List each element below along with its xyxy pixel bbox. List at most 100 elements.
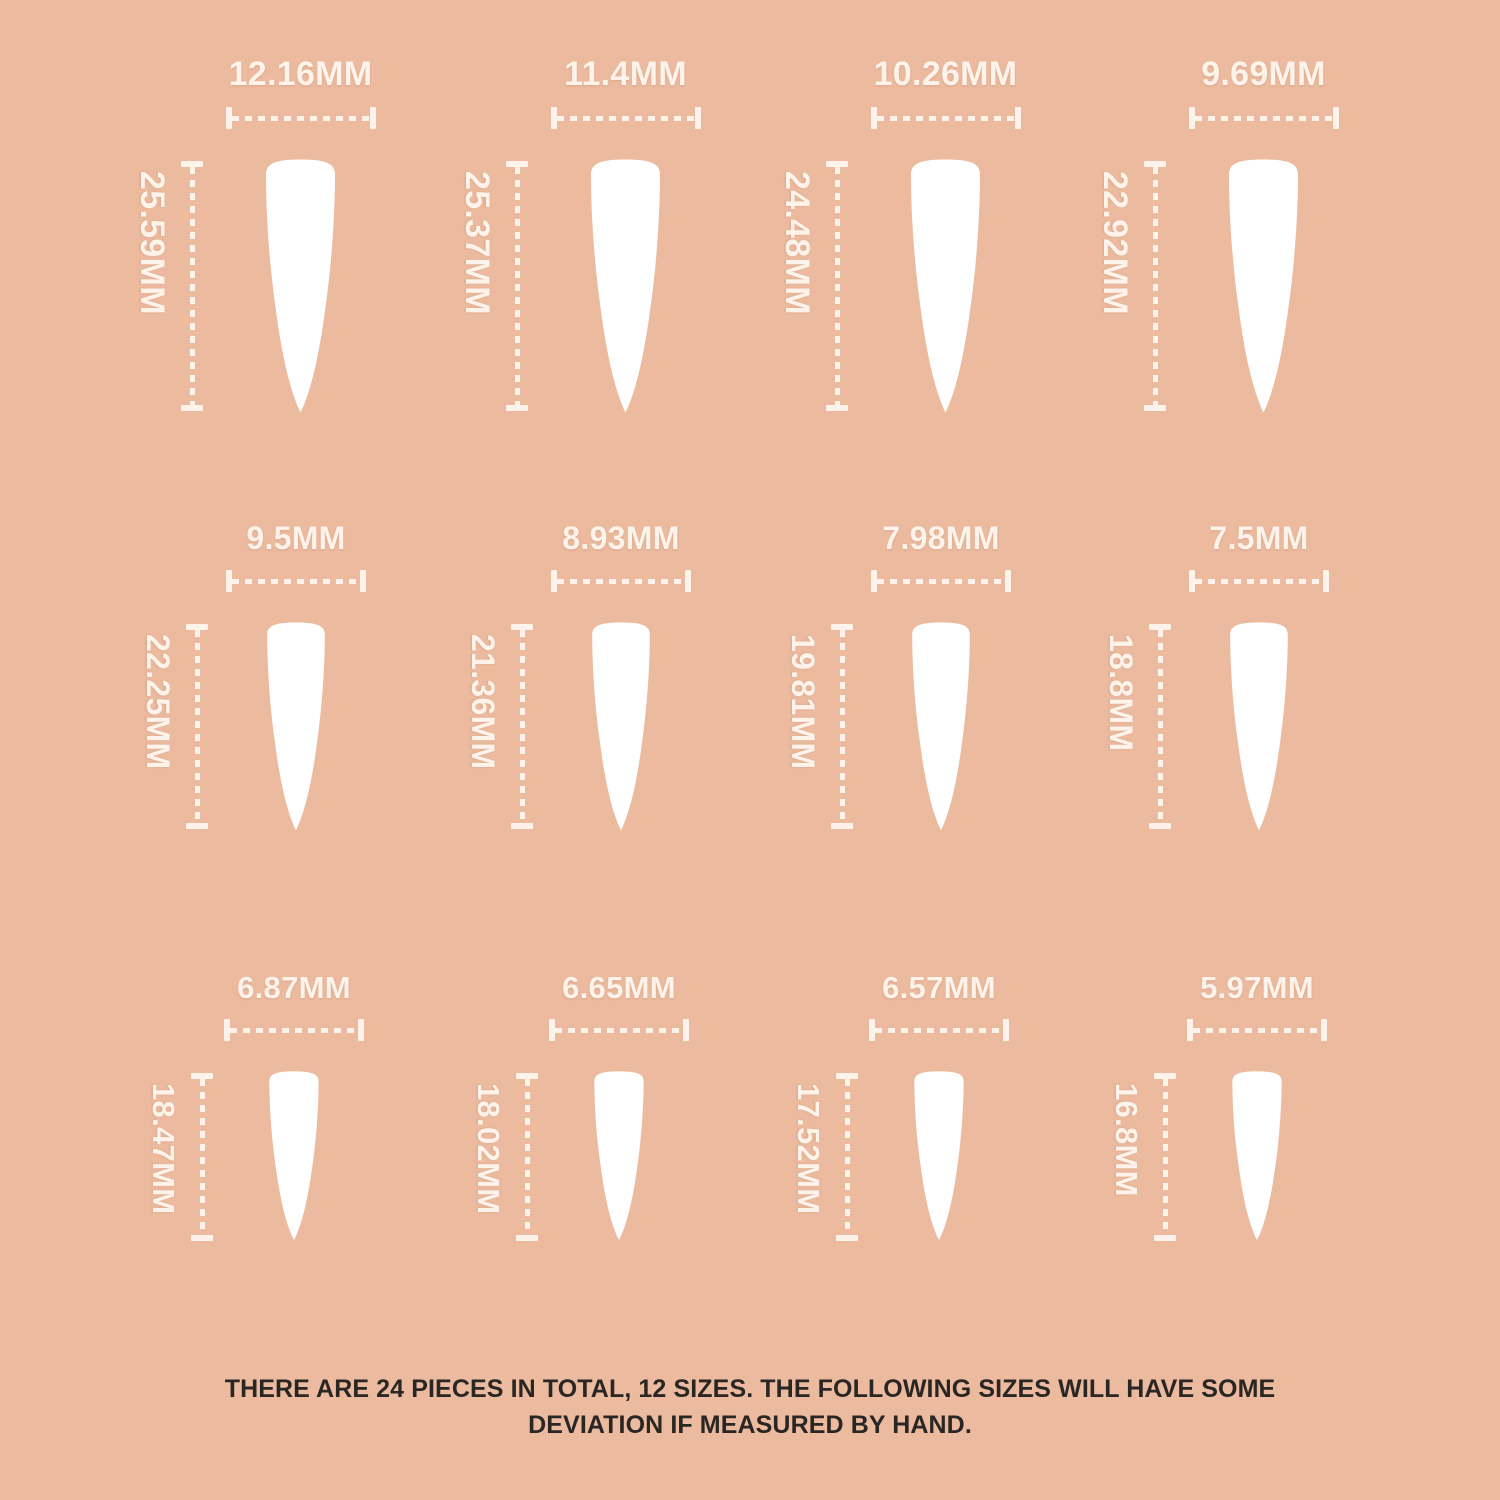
width-dim-cap-right — [694, 107, 701, 129]
nail-size-cell: 7.5MM 18.8MM — [1078, 520, 1378, 950]
height-dim-dashes — [190, 167, 195, 405]
nail-size-grid: 12.16MM 25.59MM 11.4MM 25.37MM 10.26MM 24.48M… — [133, 55, 1378, 1241]
nail-height-label: 18.47MM — [146, 1083, 181, 1215]
height-dim-dashes — [1153, 167, 1158, 405]
nail-height-label: 17.52MM — [791, 1083, 826, 1215]
nail-size-cell: 5.97MM 16.8MM — [1078, 970, 1378, 1400]
nail-width-label: 7.98MM — [882, 520, 1000, 556]
height-dim-dashes — [1158, 630, 1163, 823]
nail-size-cell: 9.69MM 22.92MM — [1078, 55, 1378, 485]
nail-size-cell: 10.26MM 24.48MM — [760, 55, 1060, 485]
nail-width-label: 7.5MM — [1209, 520, 1309, 556]
height-dim-cap-top — [1149, 624, 1171, 630]
width-dim-cap-left — [226, 570, 232, 592]
width-dim-cap-right — [369, 107, 376, 129]
width-dim-cap-left — [550, 107, 557, 129]
width-dim-cap-right — [1014, 107, 1021, 129]
width-dimension-line — [224, 1019, 364, 1041]
nail-width-label: 9.5MM — [246, 520, 346, 556]
width-dim-dashes — [230, 1028, 358, 1033]
width-dim-cap-right — [1005, 570, 1011, 592]
height-dim-cap-top — [506, 161, 528, 167]
width-dim-cap-left — [871, 570, 877, 592]
height-dim-cap-bottom — [181, 405, 203, 411]
nail-size-cell: 7.98MM 19.81MM — [760, 520, 1060, 950]
width-dim-cap-left — [225, 107, 232, 129]
width-dimension-line — [225, 107, 376, 129]
nail-tip-shape — [578, 1071, 660, 1243]
height-dim-dashes — [200, 1079, 205, 1235]
nail-tip-shape — [568, 159, 683, 417]
height-dimension-line — [506, 161, 528, 411]
width-dim-cap-left — [869, 1019, 875, 1041]
height-dimension-line — [1144, 161, 1166, 411]
footer-note: THERE ARE 24 PIECES IN TOTAL, 12 SIZES. … — [120, 1372, 1380, 1443]
height-dim-cap-bottom — [1144, 405, 1166, 411]
nail-width-label: 12.16MM — [228, 55, 373, 93]
nail-height-label: 25.37MM — [458, 171, 496, 315]
height-dim-cap-top — [831, 624, 853, 630]
height-dim-cap-bottom — [516, 1235, 538, 1241]
width-dim-dashes — [556, 116, 695, 121]
nail-width-label: 8.93MM — [562, 520, 680, 556]
nail-tip-shape — [1216, 1071, 1298, 1243]
nail-size-cell: 6.65MM 18.02MM — [440, 970, 740, 1400]
nail-width-label: 6.57MM — [882, 970, 996, 1005]
height-dimension-line — [511, 624, 533, 829]
height-dim-cap-top — [191, 1073, 213, 1079]
height-dim-dashes — [835, 167, 840, 405]
height-dim-cap-top — [1144, 161, 1166, 167]
height-dim-cap-top — [516, 1073, 538, 1079]
width-dim-dashes — [875, 1028, 1003, 1033]
nail-tip-shape — [1211, 622, 1307, 834]
nail-width-label: 10.26MM — [873, 55, 1018, 93]
nail-size-cell: 6.87MM 18.47MM — [115, 970, 415, 1400]
nail-tip-shape — [243, 159, 358, 417]
width-dim-cap-left — [1189, 570, 1195, 592]
width-dimension-line — [549, 1019, 689, 1041]
width-dimension-line — [871, 570, 1011, 592]
nail-width-label: 5.97MM — [1200, 970, 1314, 1005]
nail-size-cell: 11.4MM 25.37MM — [440, 55, 740, 485]
height-dim-dashes — [520, 630, 525, 823]
width-dim-cap-left — [1187, 1019, 1193, 1041]
height-dim-dashes — [195, 630, 200, 823]
width-dim-cap-right — [360, 570, 366, 592]
width-dim-cap-left — [551, 570, 557, 592]
nail-tip-shape — [1206, 159, 1321, 417]
width-dim-cap-left — [549, 1019, 555, 1041]
height-dim-cap-bottom — [1149, 823, 1171, 829]
width-dim-cap-right — [683, 1019, 689, 1041]
height-dimension-line — [1149, 624, 1171, 829]
height-dimension-line — [826, 161, 848, 411]
nail-size-cell: 6.57MM 17.52MM — [760, 970, 1060, 1400]
width-dim-dashes — [1193, 1028, 1321, 1033]
width-dimension-line — [870, 107, 1021, 129]
height-dim-cap-top — [186, 624, 208, 630]
width-dim-dashes — [231, 116, 370, 121]
nail-height-label: 18.8MM — [1103, 634, 1139, 752]
height-dim-cap-bottom — [191, 1235, 213, 1241]
width-dim-cap-right — [1321, 1019, 1327, 1041]
width-dimension-line — [226, 570, 366, 592]
width-dimension-line — [1187, 1019, 1327, 1041]
height-dimension-line — [836, 1073, 858, 1241]
height-dim-cap-bottom — [506, 405, 528, 411]
width-dim-dashes — [876, 116, 1015, 121]
nail-height-label: 22.25MM — [140, 634, 176, 770]
height-dim-cap-top — [181, 161, 203, 167]
nail-tip-shape — [893, 622, 989, 834]
height-dimension-line — [1154, 1073, 1176, 1241]
nail-tip-shape — [888, 159, 1003, 417]
width-dim-cap-left — [224, 1019, 230, 1041]
width-dimension-line — [869, 1019, 1009, 1041]
height-dim-dashes — [840, 630, 845, 823]
width-dimension-line — [550, 107, 701, 129]
nail-size-cell: 8.93MM 21.36MM — [440, 520, 740, 950]
height-dim-dashes — [515, 167, 520, 405]
width-dim-cap-right — [1323, 570, 1329, 592]
height-dim-cap-bottom — [1154, 1235, 1176, 1241]
nail-tip-shape — [573, 622, 669, 834]
width-dim-dashes — [555, 1028, 683, 1033]
width-dimension-line — [1189, 570, 1329, 592]
